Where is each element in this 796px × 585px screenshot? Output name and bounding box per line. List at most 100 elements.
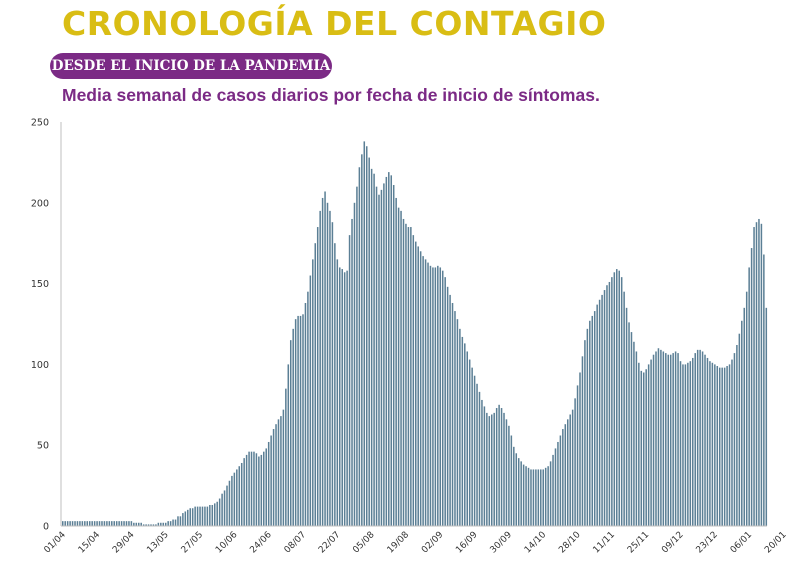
bar	[187, 509, 189, 526]
x-axis: 01/04 15/04 29/04 13/05 27/05 10/06 24/06 08/07…	[43, 525, 789, 556]
bar	[574, 398, 576, 526]
bar	[557, 441, 559, 526]
bar	[383, 183, 385, 526]
bar	[682, 364, 684, 526]
bar	[385, 176, 388, 526]
bar	[476, 383, 478, 526]
bar	[559, 435, 562, 526]
bar	[591, 315, 594, 526]
x-tick-label: 22/07	[317, 530, 342, 555]
bar	[309, 275, 312, 526]
bar	[508, 425, 510, 526]
bar	[321, 197, 324, 526]
bar	[368, 157, 370, 527]
bar	[451, 302, 454, 526]
bar	[111, 521, 113, 526]
bar	[62, 521, 64, 526]
y-tick-label: 100	[31, 360, 49, 371]
bar	[569, 414, 571, 526]
y-tick-label: 50	[37, 441, 49, 452]
bar	[363, 141, 366, 526]
bar	[388, 172, 390, 526]
bar	[525, 466, 527, 526]
bar	[677, 353, 679, 526]
bar	[726, 366, 728, 526]
bar	[657, 348, 660, 526]
bar	[199, 506, 201, 526]
bar	[103, 521, 106, 526]
bar	[660, 349, 662, 526]
x-tick-label: 19/08	[386, 530, 412, 556]
bar	[155, 524, 157, 526]
bar	[456, 319, 459, 526]
bar	[540, 469, 542, 526]
bar	[665, 353, 667, 526]
bar	[601, 294, 603, 526]
bar	[238, 466, 241, 526]
bar	[324, 191, 326, 527]
bar	[177, 516, 179, 526]
bar	[495, 408, 498, 526]
bar	[282, 409, 285, 526]
bar	[630, 332, 633, 526]
bar	[312, 259, 314, 526]
bar	[571, 409, 574, 526]
bar	[711, 362, 714, 526]
bar	[152, 524, 155, 526]
bar	[302, 314, 304, 526]
x-tick-label: 24/06	[248, 530, 274, 556]
bar	[709, 361, 711, 526]
bar	[76, 521, 79, 526]
bar	[294, 319, 297, 526]
bar	[535, 469, 537, 526]
bar	[515, 453, 518, 526]
x-tick-label: 29/04	[111, 530, 137, 556]
bar	[490, 414, 493, 526]
bar	[299, 315, 302, 526]
bar	[721, 367, 723, 526]
bar	[611, 277, 613, 526]
bar	[248, 451, 250, 526]
bar	[662, 351, 665, 526]
bar	[167, 521, 169, 526]
bar	[326, 202, 329, 527]
x-tick-label: 11/11	[592, 530, 617, 555]
bar	[329, 210, 331, 526]
bar	[343, 272, 346, 526]
bar	[351, 218, 353, 526]
bar	[150, 524, 152, 526]
bar	[194, 506, 196, 526]
bar	[731, 359, 733, 526]
bar	[339, 267, 341, 526]
x-tick-label: 14/10	[523, 530, 549, 556]
bar	[466, 351, 468, 526]
bar	[314, 243, 317, 526]
bar	[240, 462, 243, 526]
bar	[542, 469, 544, 526]
bar	[307, 291, 309, 526]
bar	[211, 504, 214, 526]
bar	[285, 388, 287, 526]
bar	[718, 367, 721, 526]
bar	[620, 277, 623, 526]
bar	[375, 186, 378, 526]
bar	[145, 524, 147, 526]
bar	[123, 521, 125, 526]
x-tick-label: 09/12	[660, 530, 685, 555]
x-tick-label: 27/05	[180, 530, 205, 555]
bars	[62, 141, 768, 527]
bar	[405, 223, 407, 526]
x-tick-label: 15/04	[77, 530, 103, 556]
bar	[608, 281, 611, 526]
bar	[441, 270, 444, 526]
bar	[694, 353, 696, 526]
bar	[478, 391, 481, 526]
bar	[370, 168, 373, 527]
bar	[289, 340, 292, 526]
bar	[714, 364, 716, 526]
bar	[473, 375, 476, 526]
bar	[162, 522, 165, 526]
bar	[346, 270, 348, 526]
x-tick-label: 08/07	[283, 530, 308, 555]
bar	[606, 285, 608, 526]
